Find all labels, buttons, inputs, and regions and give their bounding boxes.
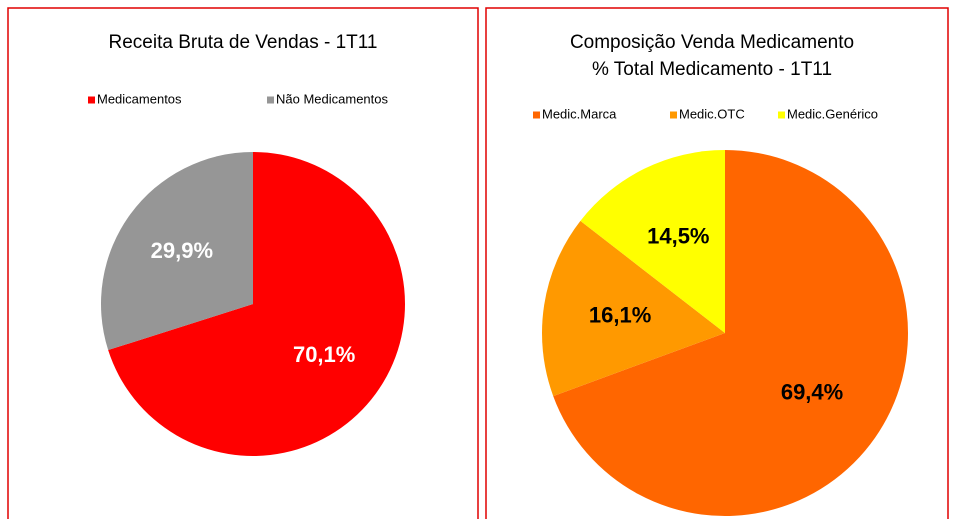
- pie-slice: [100, 152, 253, 351]
- panel-border: [485, 7, 949, 519]
- pie-slice: [553, 150, 908, 516]
- legend-swatch: [88, 96, 95, 104]
- legend-label: Medic.OTC: [679, 106, 745, 121]
- legend-label: Medicamentos: [97, 91, 182, 106]
- legend-swatch: [778, 111, 785, 119]
- pie-slice: [580, 150, 725, 333]
- data-label: 14,5%: [647, 223, 709, 248]
- chart-title: Composição Venda Medicamento: [570, 32, 854, 53]
- pie-slice: [108, 152, 405, 457]
- legend-swatch: [533, 111, 540, 119]
- legend-label: Medic.Genérico: [787, 106, 878, 121]
- chart-title: Receita Bruta de Vendas - 1T11: [109, 32, 378, 53]
- chart-subtitle: % Total Medicamento - 1T11: [592, 59, 832, 80]
- data-label: 69,4%: [781, 380, 843, 405]
- legend-label: Medic.Marca: [542, 106, 617, 121]
- data-label: 70,1%: [293, 342, 355, 367]
- legend-swatch: [670, 111, 677, 119]
- legend-label: Não Medicamentos: [276, 91, 388, 106]
- legend-swatch: [267, 96, 274, 104]
- data-label: 29,9%: [151, 238, 213, 263]
- panel-border: [7, 7, 479, 519]
- pie-slice: [542, 220, 725, 397]
- data-label: 16,1%: [589, 303, 651, 328]
